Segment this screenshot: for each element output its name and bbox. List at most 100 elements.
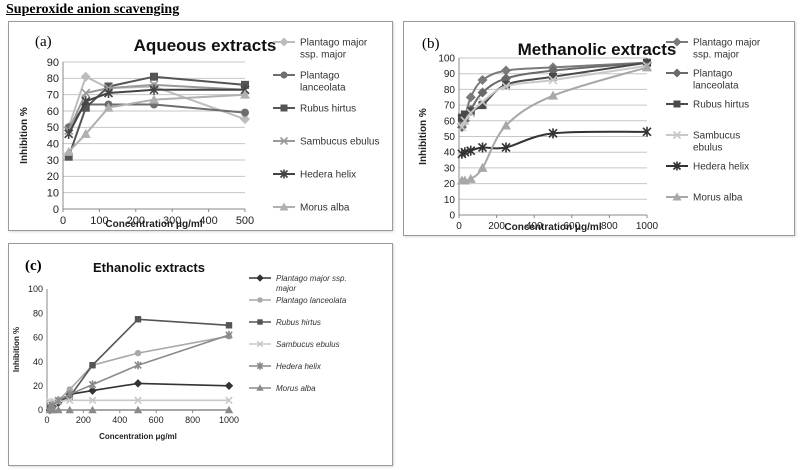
data-point	[466, 107, 475, 116]
y-tick-label: 60	[33, 333, 43, 343]
data-point	[502, 80, 510, 89]
legend-marker	[257, 319, 263, 325]
chart-panel-methanolic: (b) Methanolic extracts 0 10 20 30 40 50 60 70 80 9…	[403, 21, 795, 236]
legend-marker	[280, 104, 288, 112]
legend-label: Sambucus ebulus	[276, 340, 340, 349]
x-tick-label: 800	[185, 415, 200, 425]
series-hedera-helix	[46, 330, 233, 411]
y-tick-label: 90	[444, 69, 456, 80]
legend-entry: Sambucus ebulus	[273, 137, 380, 148]
y-axis-label: Inhibition %	[19, 107, 30, 164]
legend-marker	[257, 297, 263, 303]
legend-entry: Plantago lanceolata	[666, 68, 739, 92]
data-point	[149, 94, 159, 104]
x-tick-label: 1000	[219, 415, 239, 425]
data-point	[501, 81, 511, 91]
chart-panel-ethanolic: (c) Ethanolic extracts 0 20 40 60 80 100 0 200 400…	[8, 243, 393, 466]
series-line	[461, 66, 648, 182]
legend-entry: Rubus hirtus	[273, 104, 356, 115]
legend-marker	[279, 169, 289, 179]
series-line	[49, 334, 230, 408]
data-point	[133, 405, 143, 414]
y-axis-label: Inhibition %	[418, 108, 429, 165]
series-hedera-helix	[64, 84, 250, 139]
data-point	[80, 71, 91, 82]
data-point	[478, 101, 487, 110]
data-point	[81, 96, 91, 107]
data-point	[549, 72, 557, 81]
legend-entry: Plantago lanceolata	[273, 71, 346, 94]
data-point	[66, 386, 73, 393]
legend-marker	[256, 274, 264, 282]
data-point	[477, 142, 488, 153]
y-tick-label: 90	[47, 57, 59, 69]
chart-panel-aqueous: (a) Aqueous extracts 0 10 20 30 40 50 60 70 80 90 0 1…	[8, 21, 393, 231]
x-tick-label: 100	[90, 215, 108, 227]
data-point	[65, 390, 74, 399]
data-point	[225, 330, 233, 340]
x-axis-label: Concentration μg/ml	[504, 222, 601, 233]
data-point	[88, 405, 97, 414]
data-point	[89, 362, 96, 369]
panel-label: (a)	[35, 34, 52, 50]
legend-label: Sambucus ebulus	[300, 137, 380, 148]
legend-label: Morus alba	[300, 203, 350, 214]
x-tick-label: 800	[601, 221, 618, 232]
y-tick-label: 40	[33, 357, 43, 367]
legend-marker	[673, 100, 681, 108]
legend-entry: Morus alba	[666, 192, 743, 204]
legend-entry: Morus alba	[249, 384, 316, 393]
legend-marker	[256, 384, 264, 391]
y-tick-label: 40	[444, 148, 456, 159]
legend-label: Rubus hirtus	[300, 104, 356, 115]
y-tick-label: 30	[444, 163, 456, 174]
x-tick-label: 0	[60, 215, 66, 227]
data-point	[501, 65, 511, 76]
legend-label: Hedera helix	[300, 170, 356, 181]
legend-entry: Plantago major ssp. major	[273, 37, 368, 61]
data-point	[224, 381, 234, 390]
series-sambucus-ebulus	[46, 396, 233, 406]
legend-marker	[256, 362, 264, 370]
data-point	[134, 316, 142, 323]
legend-marker	[672, 161, 682, 171]
y-tick-label: 40	[47, 139, 59, 151]
legend-label: Morus alba	[276, 384, 316, 393]
data-point	[225, 322, 233, 329]
legend-entry: Rubus hirtus	[249, 318, 321, 327]
series-morus-alba	[456, 62, 652, 185]
data-point	[548, 90, 558, 100]
y-tick-label: 0	[53, 204, 59, 216]
x-axis-label: Concentration μg/ml	[105, 219, 202, 230]
chart-title: Aqueous extracts	[134, 36, 277, 55]
legend-marker	[279, 136, 289, 146]
legend-label: Sambucus ebulus	[693, 131, 740, 154]
data-point	[501, 142, 511, 153]
y-tick-label: 10	[444, 195, 456, 206]
data-point	[548, 128, 558, 139]
data-point	[88, 380, 97, 389]
legend-entry: Plantago lanceolata	[249, 296, 347, 305]
legend-marker	[279, 202, 289, 211]
data-point	[477, 162, 488, 172]
legend-label: Rubus hirtus	[276, 318, 321, 327]
y-tick-label: 80	[444, 85, 456, 96]
panel-label: (c)	[25, 258, 42, 274]
data-point	[81, 88, 91, 98]
y-tick-label: 60	[47, 106, 59, 118]
legend-label: Plantago major ssp. major	[693, 38, 761, 61]
x-tick-label: 400	[526, 221, 543, 232]
y-tick-label: 0	[38, 405, 43, 415]
data-point	[64, 152, 73, 161]
data-point	[457, 122, 467, 132]
data-point	[460, 110, 469, 119]
data-point	[54, 396, 63, 405]
data-point	[88, 386, 97, 395]
legend-label: Plantago major ssp. major	[276, 274, 347, 293]
data-point	[134, 349, 142, 357]
series-morus-alba	[63, 89, 250, 156]
data-point	[642, 126, 652, 137]
legend-marker	[279, 37, 289, 47]
data-point	[465, 92, 476, 103]
y-tick-label: 80	[33, 308, 43, 318]
